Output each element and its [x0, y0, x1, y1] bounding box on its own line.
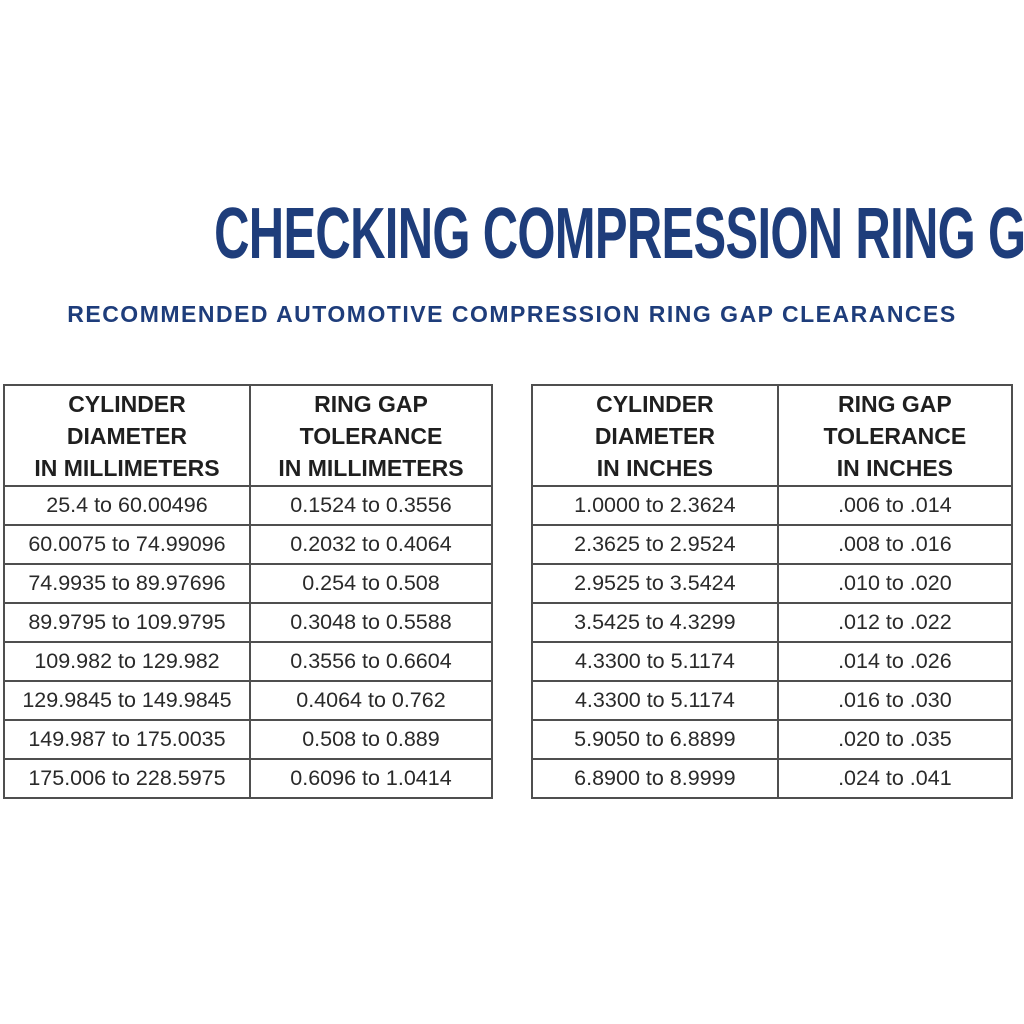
ring-gap-tolerance-cell: 0.2032 to 0.4064: [248, 524, 494, 565]
cylinder-diameter-cell: 4.3300 to 5.1174: [531, 680, 779, 721]
table-row: 89.9795 to 109.9795 0.3048 to 0.5588: [3, 602, 494, 643]
header-row: CYLINDER DIAMETER IN INCHES RING GAP TOL…: [531, 384, 1014, 487]
cylinder-diameter-cell: 109.982 to 129.982: [3, 641, 251, 682]
cylinder-diameter-cell: 149.987 to 175.0035: [3, 719, 251, 760]
table-row: 3.5425 to 4.3299 .012 to .022: [531, 602, 1014, 643]
column-header-cylinder-diameter-mm: CYLINDER DIAMETER IN MILLIMETERS: [3, 384, 251, 487]
ring-gap-table-millimeters: CYLINDER DIAMETER IN MILLIMETERS RING GA…: [3, 384, 494, 799]
header-line: RING GAP: [838, 391, 952, 417]
cylinder-diameter-cell: 175.006 to 228.5975: [3, 758, 251, 799]
table-row: 129.9845 to 149.9845 0.4064 to 0.762: [3, 680, 494, 721]
ring-gap-tolerance-cell: .014 to .026: [776, 641, 1014, 682]
table-row: 109.982 to 129.982 0.3556 to 0.6604: [3, 641, 494, 682]
table-row: 5.9050 to 6.8899 .020 to .035: [531, 719, 1014, 760]
ring-gap-tolerance-cell: 0.6096 to 1.0414: [248, 758, 494, 799]
table-row: 2.3625 to 2.9524 .008 to .016: [531, 524, 1014, 565]
header-line: RING GAP: [314, 391, 428, 417]
column-header-ring-gap-tolerance-mm: RING GAP TOLERANCE IN MILLIMETERS: [248, 384, 494, 487]
table-row: 60.0075 to 74.99096 0.2032 to 0.4064: [3, 524, 494, 565]
ring-gap-tolerance-cell: 0.3556 to 0.6604: [248, 641, 494, 682]
table-row: 149.987 to 175.0035 0.508 to 0.889: [3, 719, 494, 760]
page-title-row: CHECKING COMPRESSION RING GAPS: [0, 198, 1024, 270]
cylinder-diameter-cell: 2.9525 to 3.5424: [531, 563, 779, 604]
table-row: 25.4 to 60.00496 0.1524 to 0.3556: [3, 485, 494, 526]
cylinder-diameter-cell: 2.3625 to 2.9524: [531, 524, 779, 565]
cylinder-diameter-cell: 3.5425 to 4.3299: [531, 602, 779, 643]
table-row: 74.9935 to 89.97696 0.254 to 0.508: [3, 563, 494, 604]
ring-gap-tolerance-cell: .010 to .020: [776, 563, 1014, 604]
cylinder-diameter-cell: 129.9845 to 149.9845: [3, 680, 251, 721]
column-header-ring-gap-tolerance-in: RING GAP TOLERANCE IN INCHES: [776, 384, 1014, 487]
table-row: 175.006 to 228.5975 0.6096 to 1.0414: [3, 758, 494, 799]
header-line: IN MILLIMETERS: [278, 455, 464, 481]
ring-gap-tolerance-cell: 0.1524 to 0.3556: [248, 485, 494, 526]
ring-gap-tolerance-cell: .008 to .016: [776, 524, 1014, 565]
cylinder-diameter-cell: 5.9050 to 6.8899: [531, 719, 779, 760]
cylinder-diameter-cell: 1.0000 to 2.3624: [531, 485, 779, 526]
header-line: DIAMETER: [594, 423, 715, 449]
header-line: IN INCHES: [836, 455, 954, 481]
cylinder-diameter-cell: 6.8900 to 8.9999: [531, 758, 779, 799]
header-line: IN MILLIMETERS: [34, 455, 220, 481]
ring-gap-tolerance-cell: .024 to .041: [776, 758, 1014, 799]
ring-gap-table-inches: CYLINDER DIAMETER IN INCHES RING GAP TOL…: [531, 384, 1014, 799]
column-header-cylinder-diameter-in: CYLINDER DIAMETER IN INCHES: [531, 384, 779, 487]
header-row: CYLINDER DIAMETER IN MILLIMETERS RING GA…: [3, 384, 494, 487]
ring-gap-tolerance-cell: .012 to .022: [776, 602, 1014, 643]
table-row: 4.3300 to 5.1174 .016 to .030: [531, 680, 1014, 721]
cylinder-diameter-cell: 89.9795 to 109.9795: [3, 602, 251, 643]
header-line: DIAMETER: [66, 423, 188, 449]
ring-gap-tolerance-cell: 0.254 to 0.508: [248, 563, 494, 604]
ring-gap-tolerance-cell: .020 to .035: [776, 719, 1014, 760]
ring-gap-tolerance-cell: 0.3048 to 0.5588: [248, 602, 494, 643]
cylinder-diameter-cell: 25.4 to 60.00496: [3, 485, 251, 526]
header-line: CYLINDER: [68, 391, 186, 417]
table-row: 6.8900 to 8.9999 .024 to .041: [531, 758, 1014, 799]
page-subtitle: RECOMMENDED AUTOMOTIVE COMPRESSION RING …: [67, 301, 957, 327]
ring-gap-tolerance-cell: 0.4064 to 0.762: [248, 680, 494, 721]
cylinder-diameter-cell: 74.9935 to 89.97696: [3, 563, 251, 604]
ring-gap-tolerance-cell: 0.508 to 0.889: [248, 719, 494, 760]
header-line: TOLERANCE: [299, 423, 443, 449]
table-row: 1.0000 to 2.3624 .006 to .014: [531, 485, 1014, 526]
page-subtitle-row: RECOMMENDED AUTOMOTIVE COMPRESSION RING …: [0, 300, 1024, 328]
page-title: CHECKING COMPRESSION RING GAPS: [214, 194, 1024, 274]
cylinder-diameter-cell: 4.3300 to 5.1174: [531, 641, 779, 682]
ring-gap-tolerance-cell: .016 to .030: [776, 680, 1014, 721]
header-line: CYLINDER: [596, 391, 714, 417]
table-row: 4.3300 to 5.1174 .014 to .026: [531, 641, 1014, 682]
ring-gap-tolerance-cell: .006 to .014: [776, 485, 1014, 526]
header-line: TOLERANCE: [823, 423, 967, 449]
header-line: IN INCHES: [596, 455, 714, 481]
cylinder-diameter-cell: 60.0075 to 74.99096: [3, 524, 251, 565]
table-row: 2.9525 to 3.5424 .010 to .020: [531, 563, 1014, 604]
